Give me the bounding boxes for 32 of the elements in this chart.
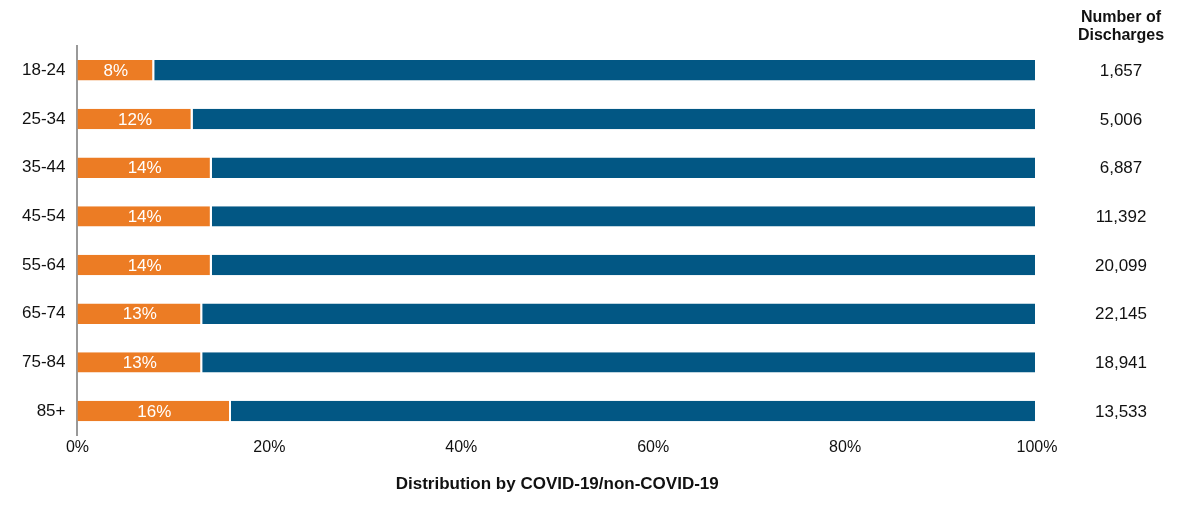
x-tick-label: 100% xyxy=(1016,438,1058,456)
x-axis-title: Distribution by COVID-19/non-COVID-19 xyxy=(395,474,719,494)
y-tick-label: 65-74 xyxy=(22,303,66,323)
text: 18,941 xyxy=(1095,353,1147,373)
text: 5,006 xyxy=(1099,109,1143,129)
text: 20,099 xyxy=(1095,255,1147,275)
y-tick-label: 45-54 xyxy=(22,206,66,226)
data-label: 13% xyxy=(122,353,157,373)
y-tick-label: 25-34 xyxy=(22,108,66,128)
text: 1,657 xyxy=(1099,61,1143,81)
text: 6,887 xyxy=(1099,158,1143,178)
x-tick-label: 0% xyxy=(65,438,90,456)
y-tick-label: 75-84 xyxy=(22,352,66,372)
y-tick-label: 85+ xyxy=(36,400,66,420)
data-label: 14% xyxy=(127,207,162,227)
data-label: 14% xyxy=(127,255,162,275)
data-label: 13% xyxy=(122,304,157,324)
x-tick-label: 40% xyxy=(445,438,478,456)
text: Number of Discharges xyxy=(1077,8,1165,44)
x-tick-label: 60% xyxy=(637,438,670,456)
data-label: 14% xyxy=(127,158,162,178)
y-tick-label: 18-24 xyxy=(22,60,66,80)
data-label: 16% xyxy=(137,401,172,421)
data-label: 8% xyxy=(103,61,129,81)
text: 22,145 xyxy=(1095,304,1147,324)
data-label: 12% xyxy=(118,109,153,129)
text: 11,392 xyxy=(1095,207,1147,227)
text: 13,533 xyxy=(1095,401,1147,421)
y-tick-label: 35-44 xyxy=(22,157,66,177)
x-tick-label: 80% xyxy=(829,438,862,456)
y-tick-label: 55-64 xyxy=(22,254,66,274)
x-tick-label: 20% xyxy=(253,438,286,456)
